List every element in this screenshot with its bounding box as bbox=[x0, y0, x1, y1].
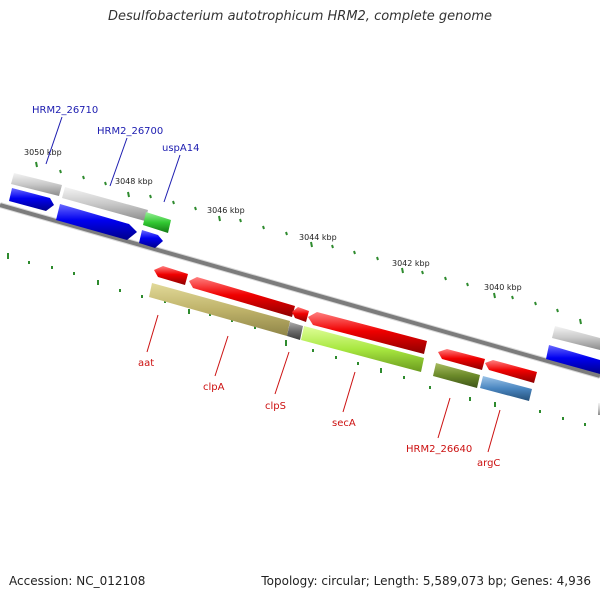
cds-arrow-hrm2-26640[interactable] bbox=[438, 349, 485, 370]
cds-arrow-hrm2-26700[interactable] bbox=[56, 204, 137, 240]
feature-box-aat-clpa[interactable] bbox=[149, 283, 290, 336]
scale-ticks-inner bbox=[7, 253, 586, 426]
scale-ticks-outer bbox=[35, 161, 582, 325]
scale-label-3050: 3050 kbp bbox=[24, 148, 62, 157]
genome-backbone bbox=[0, 203, 600, 378]
gene-label-hrm2-26640[interactable]: HRM2_26640 bbox=[406, 444, 472, 455]
scale-label-3044: 3044 kbp bbox=[299, 233, 337, 242]
feature-gene-box[interactable] bbox=[552, 326, 600, 350]
gene-label-clpa[interactable]: clpA bbox=[203, 382, 225, 393]
gene-label-argc[interactable]: argC bbox=[477, 458, 500, 469]
cds-arrow-clps[interactable] bbox=[292, 307, 309, 322]
topology-text: Topology: circular; Length: 5,589,073 bp… bbox=[261, 574, 591, 588]
gene-label-uspa14[interactable]: uspA14 bbox=[162, 143, 199, 154]
gene-label-seca[interactable]: secA bbox=[332, 418, 356, 429]
scale-label-3046: 3046 kbp bbox=[207, 206, 245, 215]
scale-label-3040: 3040 kbp bbox=[484, 283, 522, 292]
gene-label-hrm2-26700[interactable]: HRM2_26700 bbox=[97, 126, 163, 137]
top-label-leaders bbox=[45, 116, 181, 203]
cds-arrow-seca[interactable] bbox=[308, 312, 427, 354]
gene-label-aat[interactable]: aat bbox=[138, 358, 154, 369]
accession-text: Accession: NC_012108 bbox=[9, 574, 146, 588]
feature-box-hrm2-26640[interactable] bbox=[433, 363, 480, 388]
cds-arrow-hrm2-26710[interactable] bbox=[9, 188, 54, 211]
cds-arrow-offscreen[interactable] bbox=[546, 345, 600, 374]
gene-label-clps[interactable]: clpS bbox=[265, 401, 286, 412]
cds-arrow-uspa14[interactable] bbox=[139, 230, 163, 248]
scale-label-3048: 3048 kbp bbox=[115, 177, 153, 186]
gene-label-hrm2-26710[interactable]: HRM2_26710 bbox=[32, 105, 98, 116]
cds-arrow-aat[interactable] bbox=[154, 266, 188, 285]
feature-box-clps[interactable] bbox=[287, 322, 303, 340]
cds-arrow-clpa[interactable] bbox=[189, 277, 295, 317]
feature-gene-box-green[interactable] bbox=[143, 212, 171, 233]
bottom-label-leaders bbox=[146, 314, 501, 453]
scale-label-3042: 3042 kbp bbox=[392, 259, 430, 268]
map-title: Desulfobacterium autotrophicum HRM2, com… bbox=[107, 9, 493, 24]
feature-gene-box[interactable] bbox=[11, 173, 62, 196]
cds-arrow-argc[interactable] bbox=[485, 360, 537, 383]
feature-box-argc[interactable] bbox=[480, 376, 532, 401]
feature-gene-box[interactable] bbox=[62, 187, 148, 221]
feature-box-seca[interactable] bbox=[301, 326, 424, 372]
